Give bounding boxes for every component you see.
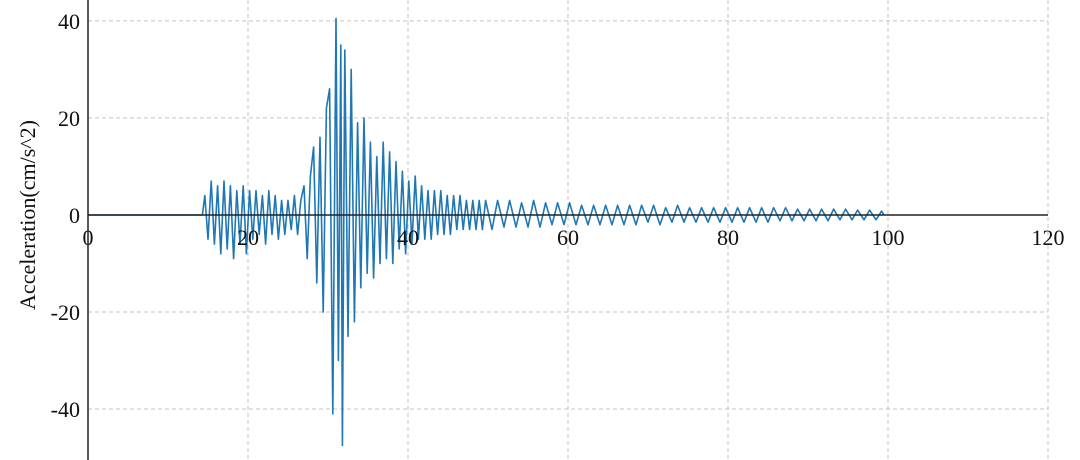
x-tick-label: 20 xyxy=(237,225,259,250)
y-tick-labels: 40 20 0 -20 -40 xyxy=(51,9,80,422)
x-tick-label: 100 xyxy=(872,225,905,250)
grid xyxy=(88,0,1049,460)
y-axis-label: Acceleration(cm/s^2) xyxy=(15,120,40,310)
y-tick-label: 20 xyxy=(58,106,80,131)
x-tick-label: 40 xyxy=(397,225,419,250)
y-tick-label: 0 xyxy=(69,203,80,228)
x-tick-label: 120 xyxy=(1032,225,1065,250)
y-tick-label: -20 xyxy=(51,300,80,325)
x-tick-label: 80 xyxy=(717,225,739,250)
y-tick-label: -40 xyxy=(51,397,80,422)
acceleration-series-line xyxy=(88,17,885,447)
x-tick-labels: 0 20 40 60 80 100 120 xyxy=(83,225,1065,250)
x-tick-label: 0 xyxy=(83,225,94,250)
axes xyxy=(87,0,1048,460)
series-layer xyxy=(88,17,885,447)
y-tick-label: 40 xyxy=(58,9,80,34)
x-tick-label: 60 xyxy=(557,225,579,250)
